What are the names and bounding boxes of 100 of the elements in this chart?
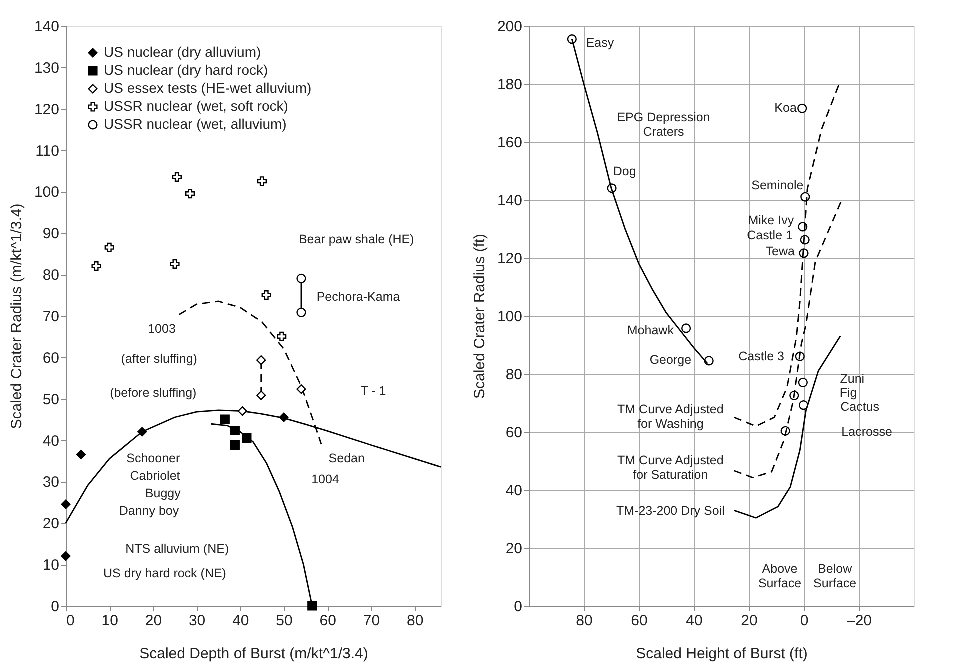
point	[220, 414, 230, 424]
y-tick-label: 0	[51, 598, 60, 616]
annotation: Fig	[840, 386, 858, 400]
x-tick-label: 40	[232, 612, 250, 630]
y-tick-label: 120	[497, 250, 522, 268]
annotation: George	[650, 353, 692, 368]
y-tick-label: 120	[34, 101, 60, 118]
point	[296, 308, 306, 318]
annotation: 1003	[148, 322, 176, 336]
point	[296, 384, 306, 394]
x-tick-label: 10	[102, 612, 118, 630]
annotation: US dry hard rock (NE)	[104, 566, 226, 581]
x-tick-label: 0	[66, 612, 75, 630]
point	[185, 189, 196, 199]
y-tick-label: 70	[42, 308, 60, 326]
y-tick-label: 180	[497, 76, 522, 94]
point	[682, 324, 692, 334]
x-tick-label: 30	[188, 612, 206, 630]
y-tick-label: 130	[34, 60, 60, 77]
y-tick-label: 200	[497, 18, 522, 36]
y-tick-label: 110	[36, 142, 60, 160]
point	[61, 552, 71, 562]
annotation: Pechora-Kama	[316, 290, 400, 304]
x-tick-label: 80	[406, 612, 424, 630]
line-series	[733, 336, 842, 519]
point	[798, 104, 808, 114]
point	[76, 450, 86, 460]
annotation: Lacrosse	[842, 425, 892, 439]
annotation: EPG Depression Craters	[617, 110, 710, 140]
x-tick-label: 60	[631, 612, 648, 630]
y-tick-label: 90	[42, 226, 60, 243]
point	[242, 433, 252, 443]
legend-label: US nuclear (dry alluvium)	[104, 44, 262, 60]
point	[230, 440, 240, 450]
y-axis-title: Scaled Crater Radius (m/kt^1/3.4)	[8, 204, 26, 430]
point	[257, 176, 268, 186]
y-tick-label: 160	[497, 134, 522, 152]
y-tick-label: 20	[42, 516, 60, 533]
x-tick-label: –20	[846, 612, 872, 630]
x-tick-label: 0	[800, 612, 809, 630]
point	[92, 262, 102, 272]
point	[800, 192, 810, 202]
point	[104, 242, 114, 252]
point	[238, 406, 248, 416]
y-tick-label: 20	[506, 540, 522, 558]
y-tick-label: 80	[506, 366, 522, 384]
annotation: Above Surface	[758, 562, 802, 590]
x-tick-label: 70	[363, 612, 380, 630]
annotation: Seminole	[752, 178, 804, 192]
point	[256, 390, 266, 400]
y-tick-label: 30	[42, 474, 60, 492]
annotation: Tewa	[766, 244, 796, 259]
legend-label: USSR nuclear (wet, soft rock)	[104, 98, 288, 114]
y-tick-label: 100	[497, 308, 522, 326]
x-axis-title: Scaled Height of Burst (ft)	[636, 646, 808, 662]
annotation: TM Curve Adjusted for Washing	[618, 402, 724, 431]
annotation: Bear paw shale (HE)	[298, 232, 414, 246]
point	[262, 290, 272, 300]
x-tick-label: 20	[145, 612, 162, 630]
y-tick-label: 60	[42, 350, 60, 367]
annotation: (before sluffing)	[110, 386, 197, 400]
annotation: Mohawk	[627, 324, 675, 338]
y-tick-label: 140	[34, 18, 60, 36]
y-tick-label: 40	[506, 482, 522, 500]
annotation: TM-23-200 Dry Soil	[616, 504, 725, 518]
annotation: Buggy	[145, 486, 182, 500]
point	[296, 274, 306, 284]
x-tick-label: 60	[320, 612, 336, 630]
point	[230, 426, 240, 436]
y-tick-label: 50	[42, 391, 60, 408]
point	[308, 601, 318, 611]
annotation: Danny boy	[119, 504, 180, 518]
annotation: Schooner	[126, 452, 180, 466]
point	[138, 427, 148, 437]
annotation: Dog	[613, 164, 636, 179]
x-axis-title: Scaled Depth of Burst (m/kt^1/3.4)	[140, 646, 368, 662]
annotation: Below Surface	[814, 562, 857, 590]
annotation: Castle 3	[738, 350, 785, 364]
annotation: Cabriolet	[130, 469, 181, 484]
legend-label: US nuclear (dry hard rock)	[104, 62, 268, 78]
point	[170, 259, 180, 269]
annotation: Zuni	[840, 372, 865, 386]
y-tick-label: 40	[42, 432, 60, 450]
legend-label: US essex tests (HE-wet alluvium)	[104, 80, 312, 96]
y-tick-label: 0	[514, 598, 522, 616]
y-tick-label: 80	[42, 267, 60, 284]
y-tick-label: 100	[34, 184, 60, 202]
annotation: NTS alluvium (NE)	[126, 542, 230, 556]
annotation: T - 1	[360, 384, 386, 398]
y-tick-label: 60	[506, 424, 522, 442]
annotation: (after sluffing)	[121, 352, 198, 366]
point	[798, 378, 808, 388]
x-tick-label: 40	[686, 612, 703, 630]
annotation: 1004	[312, 472, 340, 487]
y-tick-label: 140	[497, 192, 522, 210]
annotation: TM Curve Adjusted for Saturation	[618, 453, 724, 482]
y-tick-label: 10	[42, 557, 60, 574]
annotation: Castle 1	[747, 228, 793, 242]
x-tick-label: 20	[741, 612, 758, 630]
annotation: Sedan	[328, 452, 365, 466]
